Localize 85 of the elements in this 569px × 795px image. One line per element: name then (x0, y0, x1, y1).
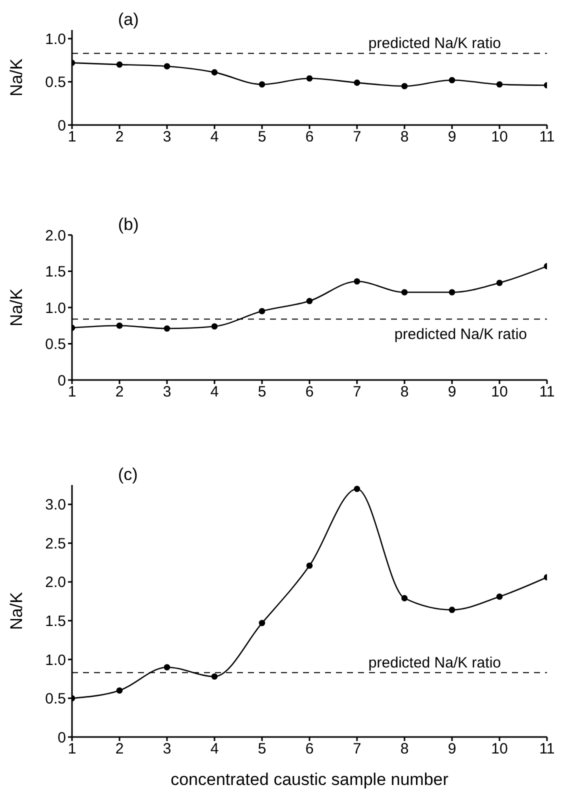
y-tick-label: 3.0 (45, 496, 66, 514)
point (496, 280, 503, 286)
x-tick-label: 1 (68, 384, 76, 401)
x-tick-label: 2 (115, 384, 124, 401)
y-tick-label: 0.5 (45, 336, 66, 354)
x-tick-label: 5 (258, 384, 266, 401)
point (496, 81, 503, 88)
x-tick-label: 9 (448, 128, 456, 146)
y-tick-label: 1.0 (45, 652, 66, 669)
point (211, 323, 218, 330)
chart-title: (b) (118, 215, 139, 235)
point (401, 595, 408, 602)
x-tick-label: 7 (352, 740, 362, 758)
point (116, 61, 123, 68)
point (116, 322, 123, 329)
x-tick-label: 9 (448, 740, 456, 758)
x-tick-label: 10 (491, 128, 508, 146)
point (448, 289, 456, 296)
point (164, 325, 170, 332)
x-tick-label: 6 (305, 740, 314, 758)
x-tick-label: 5 (258, 740, 266, 758)
point (354, 486, 360, 492)
point (354, 278, 360, 285)
x-tick-label: 4 (210, 384, 219, 401)
x-tick-label: 11 (539, 740, 555, 758)
y-tick-label: 0.5 (45, 690, 66, 708)
x-tick-label: 10 (491, 740, 508, 758)
x-tick-label: 3 (162, 128, 172, 146)
y-tick-label: 2.0 (45, 574, 66, 592)
y-axis-title: Na/K (7, 591, 26, 630)
x-tick-label: 4 (210, 128, 219, 146)
point (306, 562, 313, 569)
chart-title: (c) (118, 465, 138, 485)
x-tick-label: 7 (352, 384, 362, 401)
x-tick-label: 1 (68, 740, 76, 758)
chart-title: (a) (118, 10, 139, 30)
point (258, 308, 266, 314)
x-tick-label: 2 (115, 128, 124, 146)
ref-line-label: predicted Na/K ratio (394, 326, 527, 344)
ref-line-label: predicted Na/K ratio (368, 654, 501, 672)
y-tick-label: 2.0 (45, 227, 66, 244)
y-tick-label: 0 (58, 372, 66, 390)
point (401, 289, 408, 296)
point (164, 63, 170, 70)
x-tick-label: 8 (400, 128, 409, 146)
point (211, 69, 218, 76)
point (211, 673, 218, 680)
y-tick-label: 0.5 (45, 74, 66, 92)
y-tick-label: 2.5 (45, 535, 66, 552)
y-tick-label: 1.5 (45, 264, 66, 281)
ref-line-label: predicted Na/K ratio (368, 34, 501, 52)
point (306, 75, 313, 82)
x-axis-title: concentrated caustic sample number (170, 770, 449, 789)
point (116, 687, 123, 694)
point (496, 594, 503, 600)
point (448, 76, 456, 84)
point (354, 80, 360, 86)
y-axis-title: Na/K (7, 58, 26, 96)
point (401, 82, 408, 90)
point (448, 606, 456, 613)
x-tick-label: 5 (258, 128, 266, 146)
x-tick-label: 11 (539, 128, 555, 146)
y-tick-label: 0 (58, 117, 66, 134)
x-tick-label: 3 (162, 384, 172, 401)
y-tick-label: 1.5 (45, 613, 66, 630)
x-tick-label: 11 (539, 384, 555, 401)
x-tick-label: 10 (491, 384, 508, 401)
x-tick-label: 6 (305, 128, 314, 146)
x-tick-label: 7 (352, 128, 362, 146)
point (258, 81, 266, 88)
point (164, 664, 170, 670)
x-tick-label: 1 (68, 128, 76, 146)
x-tick-label: 3 (162, 740, 172, 758)
x-tick-label: 4 (210, 740, 219, 758)
x-tick-label: 9 (448, 384, 456, 401)
x-tick-label: 8 (400, 740, 409, 758)
x-tick-label: 8 (400, 384, 409, 401)
x-tick-label: 6 (305, 384, 314, 401)
point (306, 298, 313, 304)
x-tick-label: 2 (115, 740, 124, 758)
y-tick-label: 1.0 (45, 300, 66, 317)
point (258, 620, 266, 626)
y-axis-title: Na/K (7, 288, 26, 326)
y-tick-label: 1.0 (45, 30, 66, 48)
y-tick-label: 0 (58, 729, 66, 746)
